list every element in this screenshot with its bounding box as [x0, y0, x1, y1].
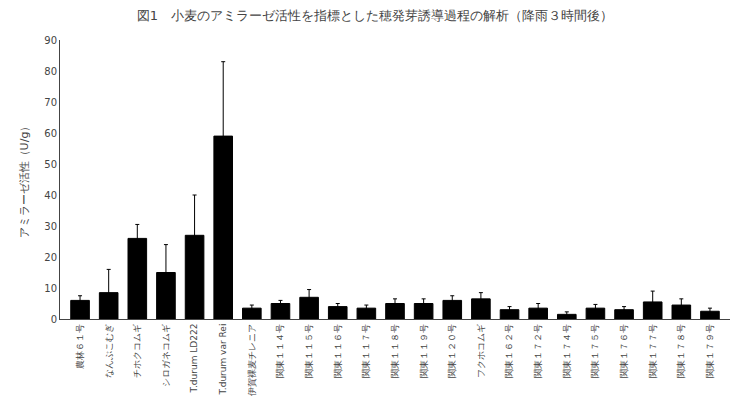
- svg-text:フクホコムギ: フクホコムギ: [476, 324, 486, 378]
- svg-text:20: 20: [44, 252, 57, 263]
- svg-text:関東１７２号: 関東１７２号: [533, 324, 543, 378]
- svg-text:関東１１９号: 関東１１９号: [419, 324, 429, 378]
- svg-text:10: 10: [44, 283, 57, 294]
- svg-text:チホクコムギ: チホクコムギ: [132, 324, 142, 378]
- svg-text:関東１１６号: 関東１１６号: [333, 324, 343, 378]
- svg-text:T.durum var Rei: T.durum var Rei: [218, 324, 228, 396]
- svg-text:関東１７７号: 関東１７７号: [648, 324, 658, 378]
- svg-text:70: 70: [44, 97, 57, 108]
- svg-text:農林６１号: 農林６１号: [75, 324, 85, 369]
- svg-text:伊賀裸麦チレニア: 伊賀裸麦チレニア: [247, 324, 257, 396]
- svg-text:0: 0: [51, 314, 57, 325]
- svg-text:80: 80: [44, 66, 57, 77]
- svg-text:関東１７８号: 関東１７８号: [676, 324, 686, 378]
- svg-text:50: 50: [44, 159, 57, 170]
- svg-text:図1 小麦のアミラーゼ活性を指標とした穂発芽誘導過程の解析（: 図1 小麦のアミラーゼ活性を指標とした穂発芽誘導過程の解析（降雨３時間後）: [137, 8, 613, 23]
- svg-text:60: 60: [44, 128, 57, 139]
- svg-text:関東１７９号: 関東１７９号: [705, 324, 715, 378]
- svg-text:関東１１５号: 関東１１５号: [304, 324, 314, 378]
- svg-text:関東１２０号: 関東１２０号: [447, 324, 457, 378]
- svg-text:関東１７４号: 関東１７４号: [562, 324, 572, 378]
- svg-text:関東１１７号: 関東１１７号: [361, 324, 371, 378]
- svg-text:30: 30: [44, 221, 57, 232]
- svg-text:なんぶこむぎ: なんぶこむぎ: [104, 324, 114, 378]
- svg-text:アミラーゼ活性（U/g）: アミラーゼ活性（U/g）: [18, 121, 31, 239]
- svg-text:T.durum LD222: T.durum LD222: [189, 324, 199, 394]
- svg-text:関東１１４号: 関東１１４号: [275, 324, 285, 378]
- svg-text:関東１７６号: 関東１７６号: [619, 324, 629, 378]
- svg-text:関東１７５号: 関東１７５号: [590, 324, 600, 378]
- svg-text:90: 90: [44, 35, 57, 46]
- svg-text:シロガネコムギ: シロガネコムギ: [161, 324, 171, 387]
- svg-text:40: 40: [44, 190, 57, 201]
- svg-text:関東１１８号: 関東１１８号: [390, 324, 400, 378]
- svg-text:関東１６２号: 関東１６２号: [504, 324, 514, 378]
